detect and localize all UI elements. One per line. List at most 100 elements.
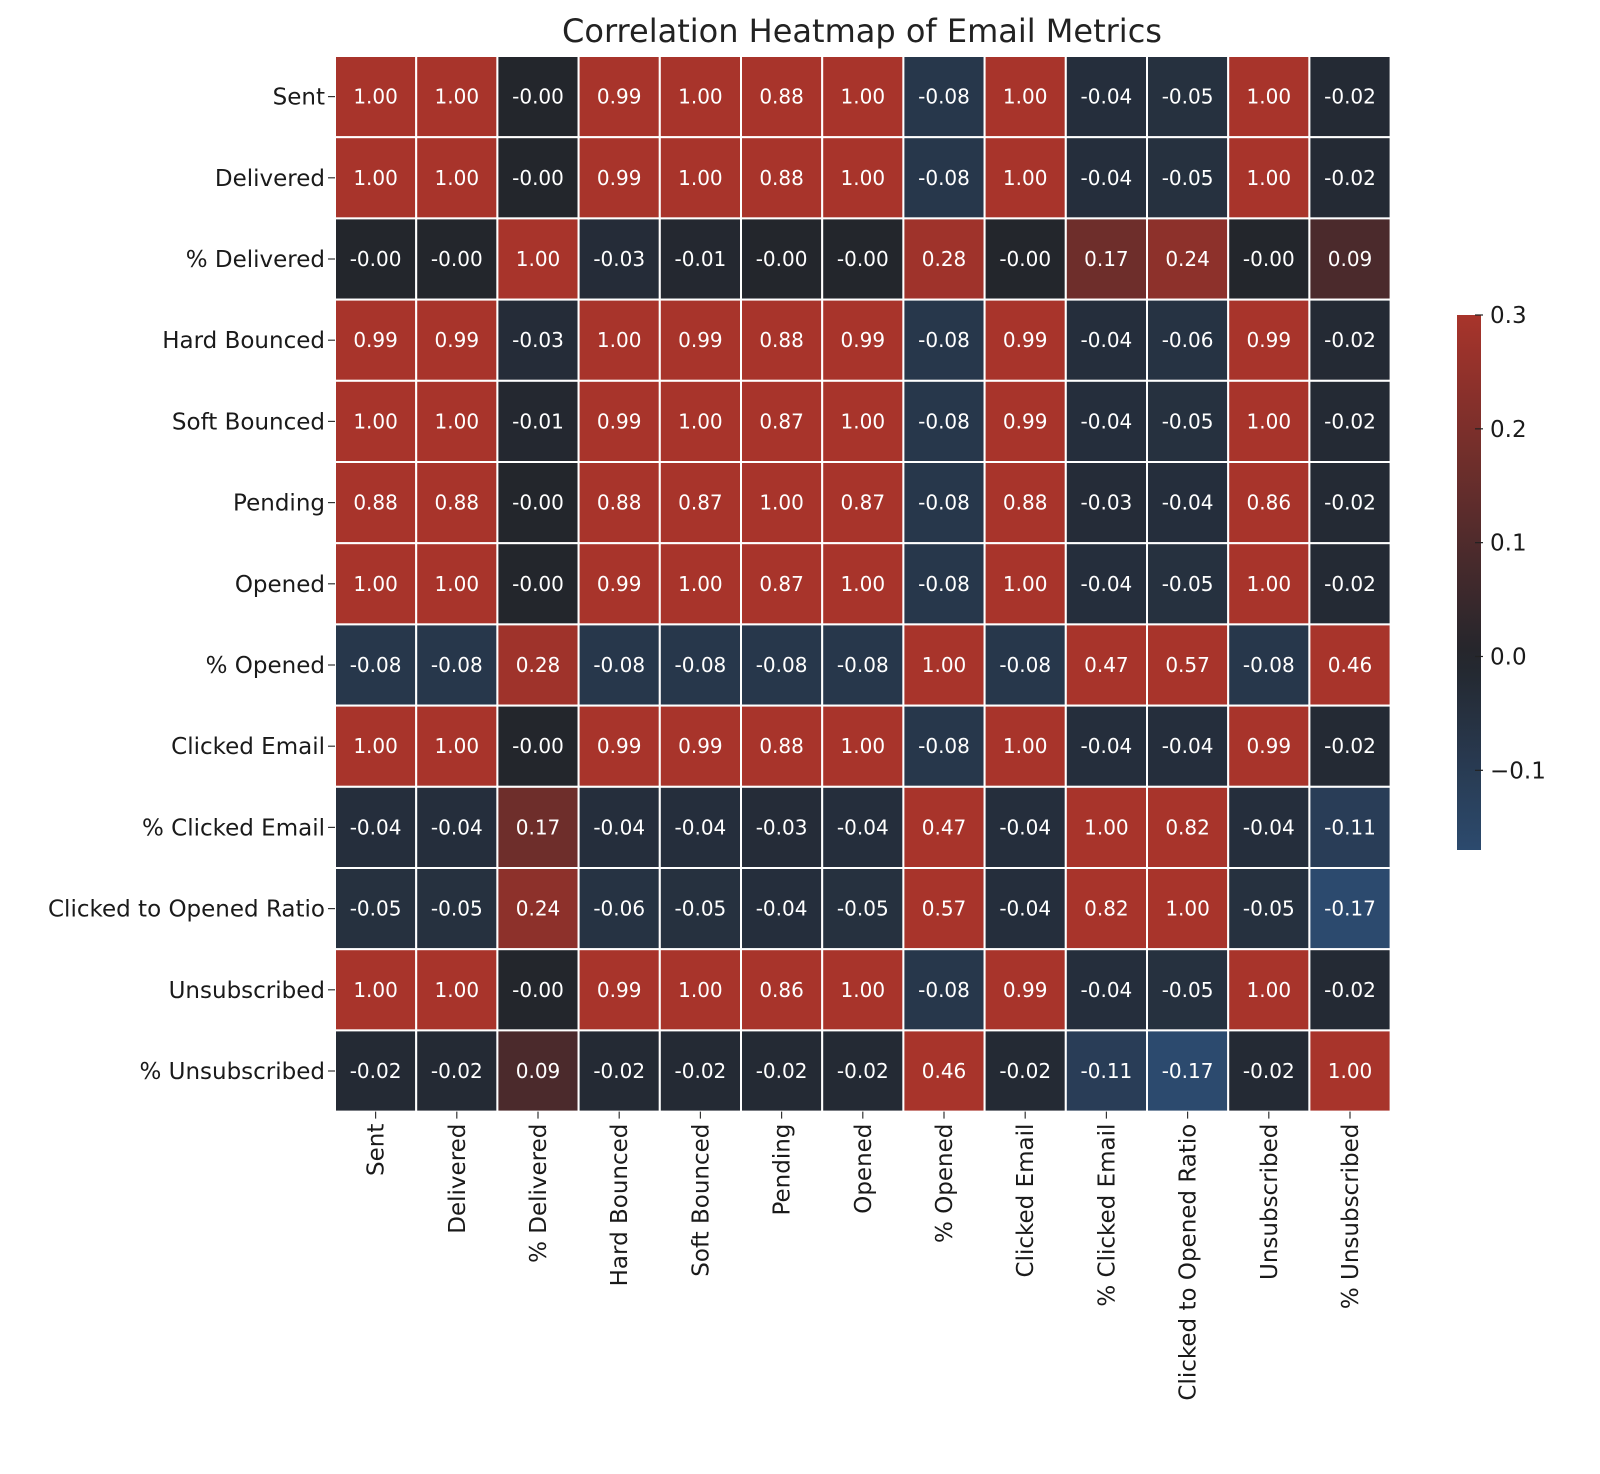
cell-value-label: 1.00	[1003, 166, 1048, 190]
heatmap-cell	[1227, 298, 1311, 382]
heatmap-cell	[740, 623, 824, 707]
colorbar-gradient	[1457, 315, 1481, 850]
row-tick-label: Soft Bounced	[172, 409, 325, 435]
heatmap-cell	[902, 298, 986, 382]
heatmap-cell	[1064, 298, 1149, 382]
cell-value-label: 1.00	[435, 409, 480, 433]
cell-value-label: 0.99	[1003, 978, 1048, 1002]
cell-value-label: 0.99	[678, 734, 723, 758]
heatmap-cell	[1146, 623, 1230, 707]
cell-value-label: 1.00	[353, 85, 398, 109]
row-tick-label: Opened	[235, 572, 325, 598]
row-labels: Sent Delivered % Delivered Hard Bounced Soft…	[48, 85, 335, 1085]
cell-value-label: -0.04	[1081, 978, 1133, 1002]
heatmap-cell	[821, 298, 905, 382]
heatmap-cell	[415, 55, 499, 139]
cell-value-label: 1.00	[841, 85, 886, 109]
cell-value-label: -0.08	[593, 653, 645, 677]
row-tick-label: Pending	[233, 491, 325, 517]
heatmap-cell	[1064, 542, 1149, 626]
column-tick-label: % Clicked Email	[1094, 1124, 1120, 1307]
column-tick-label: Pending	[770, 1124, 796, 1216]
cell-value-label: -0.02	[350, 1059, 402, 1083]
cell-value-label: 0.09	[516, 1059, 561, 1083]
heatmap-cell	[415, 785, 499, 869]
cell-value-label: 1.00	[1247, 409, 1292, 433]
heatmap-cell	[658, 623, 742, 707]
heatmap-cell	[983, 379, 1067, 463]
cell-value-label: -0.05	[1162, 85, 1214, 109]
cell-value-label: 1.00	[1003, 85, 1048, 109]
cell-value-label: -0.17	[1162, 1059, 1214, 1083]
heatmap-cell	[496, 704, 580, 788]
column-tick-label: % Delivered	[526, 1124, 552, 1263]
cell-value-label: -0.00	[512, 166, 564, 190]
colorbar-tick-label: 0.2	[1490, 417, 1527, 443]
cell-value-label: -0.02	[1324, 328, 1376, 352]
heatmap-cell	[902, 948, 986, 1032]
cell-value-label: 1.00	[435, 734, 480, 758]
cell-value-label: -0.08	[756, 653, 808, 677]
cell-value-label: -0.04	[1081, 572, 1133, 596]
cell-value-label: -0.00	[756, 247, 808, 271]
cell-value-label: 1.00	[353, 978, 398, 1002]
cell-value-label: -0.03	[756, 815, 808, 839]
cell-value-label: 0.88	[759, 85, 804, 109]
heatmap-cell	[415, 867, 499, 951]
row-tick-label: % Opened	[206, 653, 325, 679]
cell-value-label: 1.00	[1247, 978, 1292, 1002]
cell-value-label: 1.00	[1247, 166, 1292, 190]
heatmap-cell	[1227, 948, 1311, 1032]
cell-value-label: 0.87	[759, 572, 804, 596]
cell-value-label: 0.82	[1165, 815, 1210, 839]
cell-value-label: 1.00	[435, 572, 480, 596]
heatmap-cell	[740, 1029, 824, 1113]
cell-value-label: 0.88	[759, 734, 804, 758]
cell-value-label: -0.04	[837, 815, 889, 839]
heatmap-cell	[1227, 55, 1311, 139]
cell-value-label: 1.00	[1003, 572, 1048, 596]
cell-value-label: -0.06	[1162, 328, 1214, 352]
heatmap-cell	[1227, 867, 1311, 951]
cell-value-label: -0.02	[1324, 734, 1376, 758]
heatmap-cell	[577, 623, 661, 707]
cell-value-label: 0.88	[597, 491, 642, 515]
heatmap-cell	[1146, 704, 1230, 788]
row-tick-label: Unsubscribed	[169, 978, 325, 1004]
heatmap-cell	[496, 785, 580, 869]
heatmap-cell	[1308, 298, 1392, 382]
heatmap-cell	[577, 948, 661, 1032]
heatmap-cell	[577, 867, 661, 951]
cell-value-label: 0.99	[353, 328, 398, 352]
heatmap-cell	[334, 136, 418, 220]
cell-value-label: -0.17	[1324, 897, 1376, 921]
cell-value-label: -0.03	[1081, 491, 1133, 515]
heatmap-cell	[496, 136, 580, 220]
row-tick-label: % Delivered	[186, 247, 325, 273]
cell-value-label: -0.02	[675, 1059, 727, 1083]
cell-value-label: -0.04	[1081, 166, 1133, 190]
heatmap-cell	[821, 542, 905, 626]
cell-value-label: 0.99	[597, 572, 642, 596]
row-tick-label: Sent	[273, 85, 325, 111]
heatmap-cell	[1146, 785, 1230, 869]
heatmap-cell	[658, 217, 742, 301]
cell-value-label: 0.47	[1084, 653, 1129, 677]
cell-value-label: -0.05	[1243, 897, 1295, 921]
cell-value-label: -0.08	[918, 85, 970, 109]
heatmap-cell	[983, 623, 1067, 707]
cell-value-label: 0.99	[435, 328, 480, 352]
cell-value-label: -0.05	[1162, 409, 1214, 433]
cell-value-label: -0.04	[675, 815, 727, 839]
heatmap-cell	[1064, 785, 1149, 869]
cell-value-label: -0.03	[512, 328, 564, 352]
heatmap-cell	[496, 379, 580, 463]
heatmap-cell	[334, 461, 418, 545]
cell-value-label: -0.08	[350, 653, 402, 677]
column-tick-label: Opened	[851, 1124, 877, 1214]
row-tick-label: % Clicked Email	[142, 815, 325, 841]
heatmap-cell	[577, 461, 661, 545]
cell-value-label: -0.05	[431, 897, 483, 921]
cell-value-label: -0.04	[999, 897, 1051, 921]
